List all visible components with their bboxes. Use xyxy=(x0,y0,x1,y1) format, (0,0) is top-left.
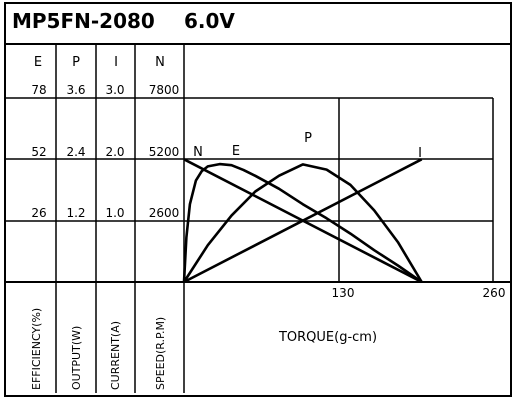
curve-label-p: P xyxy=(304,131,312,146)
curve-group: N I P E xyxy=(182,131,423,284)
tick-current: 1.0 xyxy=(105,206,124,220)
tick-efficiency: 78 xyxy=(31,83,46,97)
curve-label-e: E xyxy=(232,144,240,159)
tick-current: 3.0 xyxy=(105,83,124,97)
label-current: CURRENT(A) xyxy=(109,321,122,390)
tick-output: 1.2 xyxy=(66,206,85,220)
curve-p xyxy=(182,163,423,283)
x-tick-label: 130 xyxy=(332,286,355,300)
tick-efficiency: 26 xyxy=(31,206,46,220)
curve-e xyxy=(182,162,423,284)
header-output: P xyxy=(72,55,80,70)
tick-output: 2.4 xyxy=(66,145,85,159)
x-tick-label: 260 xyxy=(483,286,506,300)
label-efficiency: EFFICIENCY(%) xyxy=(30,308,43,390)
label-speed: SPEED(R.P.M) xyxy=(154,317,167,390)
curve-label-n: N xyxy=(193,145,203,160)
tick-current: 2.0 xyxy=(105,145,124,159)
tick-speed: 2600 xyxy=(149,206,180,220)
tick-speed: 5200 xyxy=(149,145,180,159)
chart-border xyxy=(4,2,512,397)
chart-voltage: 6.0V xyxy=(184,9,235,33)
header-speed: N xyxy=(155,55,165,70)
curve-label-i: I xyxy=(418,146,422,161)
tick-efficiency: 52 xyxy=(31,145,46,159)
tick-speed: 7800 xyxy=(149,83,180,97)
header-efficiency: E xyxy=(34,55,42,70)
curve-i xyxy=(183,158,423,284)
tick-output: 3.6 xyxy=(66,83,85,97)
label-output: OUTPUT(W) xyxy=(70,326,83,390)
chart-title: MP5FN-2080 xyxy=(12,9,155,33)
header-current: I xyxy=(114,55,118,70)
x-axis-label: TORQUE(g-cm) xyxy=(278,330,377,345)
